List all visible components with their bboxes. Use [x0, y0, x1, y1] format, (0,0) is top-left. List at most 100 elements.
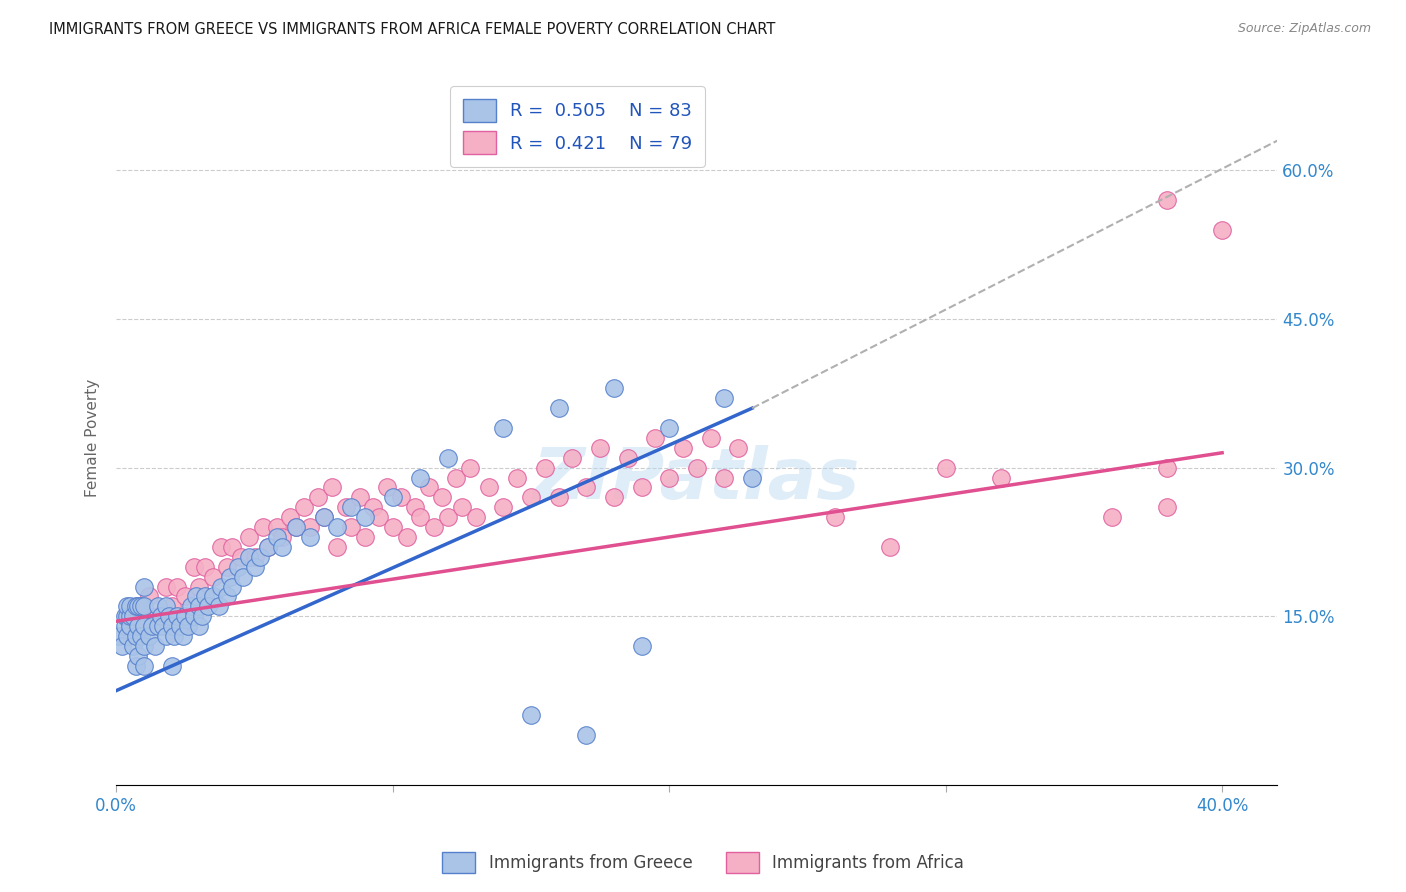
- Point: [238, 530, 260, 544]
- Point: [285, 520, 308, 534]
- Point: [257, 540, 280, 554]
- Point: [155, 580, 177, 594]
- Point: [160, 599, 183, 614]
- Point: [117, 609, 139, 624]
- Point: [326, 520, 349, 534]
- Point: [520, 708, 543, 723]
- Point: [409, 510, 432, 524]
- Point: [547, 491, 569, 505]
- Point: [437, 510, 460, 524]
- Point: [1156, 500, 1178, 515]
- Point: [152, 619, 174, 633]
- Point: [824, 510, 846, 524]
- Point: [226, 559, 249, 574]
- Point: [202, 569, 225, 583]
- Point: [160, 658, 183, 673]
- Point: [209, 580, 232, 594]
- Point: [307, 491, 329, 505]
- Point: [285, 520, 308, 534]
- Point: [575, 480, 598, 494]
- Point: [114, 619, 136, 633]
- Point: [644, 431, 666, 445]
- Y-axis label: Female Poverty: Female Poverty: [86, 379, 100, 497]
- Point: [207, 599, 229, 614]
- Point: [450, 500, 472, 515]
- Point: [132, 639, 155, 653]
- Point: [141, 619, 163, 633]
- Point: [117, 629, 139, 643]
- Point: [138, 590, 160, 604]
- Point: [177, 619, 200, 633]
- Point: [432, 491, 454, 505]
- Point: [367, 510, 389, 524]
- Point: [713, 470, 735, 484]
- Point: [132, 658, 155, 673]
- Legend: R =  0.505    N = 83, R =  0.421    N = 79: R = 0.505 N = 83, R = 0.421 N = 79: [450, 87, 704, 167]
- Point: [741, 470, 763, 484]
- Point: [146, 619, 169, 633]
- Point: [1156, 460, 1178, 475]
- Point: [129, 599, 152, 614]
- Point: [375, 480, 398, 494]
- Point: [547, 401, 569, 416]
- Point: [132, 580, 155, 594]
- Point: [129, 629, 152, 643]
- Point: [149, 609, 172, 624]
- Point: [121, 639, 143, 653]
- Point: [298, 520, 321, 534]
- Point: [124, 599, 146, 614]
- Point: [146, 599, 169, 614]
- Point: [120, 609, 142, 624]
- Point: [340, 500, 363, 515]
- Point: [658, 470, 681, 484]
- Point: [381, 491, 404, 505]
- Point: [221, 580, 243, 594]
- Point: [340, 520, 363, 534]
- Point: [464, 510, 486, 524]
- Point: [183, 559, 205, 574]
- Point: [520, 491, 543, 505]
- Point: [174, 590, 197, 604]
- Point: [292, 500, 315, 515]
- Point: [879, 540, 901, 554]
- Point: [575, 728, 598, 742]
- Point: [354, 530, 377, 544]
- Point: [249, 549, 271, 564]
- Point: [630, 639, 652, 653]
- Point: [506, 470, 529, 484]
- Point: [935, 460, 957, 475]
- Point: [713, 391, 735, 405]
- Point: [658, 421, 681, 435]
- Point: [363, 500, 385, 515]
- Point: [437, 450, 460, 465]
- Point: [120, 599, 142, 614]
- Point: [121, 609, 143, 624]
- Point: [603, 491, 626, 505]
- Point: [280, 510, 302, 524]
- Point: [354, 510, 377, 524]
- Point: [266, 520, 288, 534]
- Point: [381, 520, 404, 534]
- Point: [232, 569, 254, 583]
- Point: [404, 500, 426, 515]
- Point: [180, 599, 202, 614]
- Point: [108, 629, 131, 643]
- Point: [166, 609, 188, 624]
- Point: [157, 609, 180, 624]
- Point: [561, 450, 583, 465]
- Point: [603, 381, 626, 395]
- Point: [218, 569, 240, 583]
- Point: [395, 530, 418, 544]
- Point: [132, 599, 155, 614]
- Point: [616, 450, 638, 465]
- Point: [146, 609, 169, 624]
- Point: [418, 480, 440, 494]
- Point: [194, 559, 217, 574]
- Point: [183, 609, 205, 624]
- Point: [172, 629, 194, 643]
- Point: [312, 510, 335, 524]
- Point: [194, 590, 217, 604]
- Point: [335, 500, 357, 515]
- Point: [124, 658, 146, 673]
- Point: [389, 491, 412, 505]
